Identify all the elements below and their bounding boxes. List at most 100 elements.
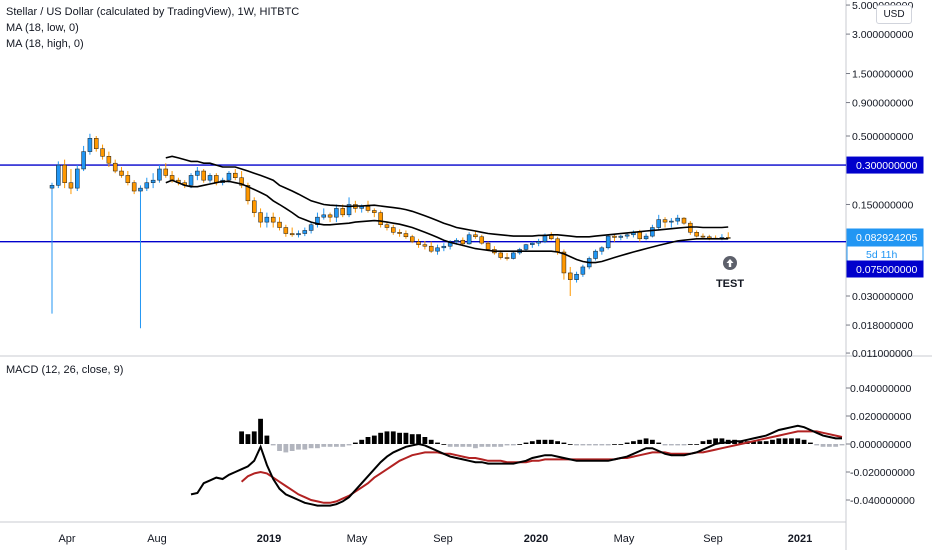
candle-body [289,233,295,236]
macd-histogram-bar [839,444,845,446]
candle-body [479,236,485,244]
macd-legend: MACD (12, 26, close, 9) [6,364,124,376]
macd-histogram-bar [365,437,371,444]
candle-body [707,236,712,239]
macd-tick-label: -0.040000000 [850,495,915,507]
macd-histogram-bar [498,444,504,447]
macd-histogram-bar [428,439,434,444]
macd-histogram-bar [561,442,567,444]
candle-body [68,182,74,189]
candle-body [599,247,605,252]
macd-histogram-bar [466,444,472,447]
candle-body [681,217,687,224]
macd-histogram-bar [289,444,295,451]
macd-tick-label: -0.020000000 [850,467,915,479]
macd-histogram-bar [757,441,763,444]
macd-histogram-bar [763,441,769,444]
price-tick-label: 1.500000000 [852,69,913,81]
macd-histogram-bar [258,418,263,444]
candle-body [391,227,396,233]
candle-body [277,221,282,228]
macd-histogram-bar [782,438,788,444]
macd-histogram-bar [751,441,756,444]
macd-histogram-bar [826,444,832,447]
candle-body [264,216,270,223]
macd-histogram-bar [675,444,681,446]
macd-histogram-bar [770,439,775,444]
macd-histogram-bar [555,441,560,444]
macd-histogram-bar [776,438,782,444]
candle-body [397,232,402,234]
macd-histogram-bar [283,444,289,453]
candle-body [119,170,124,176]
candle-body [251,200,257,213]
macd-histogram-bar [239,431,244,444]
candle-body [100,148,105,157]
candle-body [112,162,118,172]
macd-histogram-bar [296,444,301,450]
candle-body [150,179,156,183]
macd-histogram-bar [814,444,820,446]
candle-body [308,224,314,231]
candle-body [530,242,535,245]
macd-histogram-bar [416,434,421,444]
time-axis-label: 2021 [788,533,812,545]
macd-histogram-bar [302,444,308,450]
macd-histogram-bar [586,444,592,446]
candle-body [454,239,459,242]
candle-body [163,168,169,176]
macd-histogram-bar [650,439,655,444]
macd-histogram-bar [492,444,497,447]
candle-body [574,273,579,280]
macd-histogram-bar [251,431,257,444]
candle-body [195,170,200,176]
price-tick-label: 3.000000000 [852,29,913,41]
macd-histogram-bar [605,444,611,446]
ma-high-line [165,155,729,238]
macd-signal-line [240,430,843,504]
candle-body [700,235,706,238]
candle-body [239,177,244,186]
macd-histogram-bar [308,444,314,449]
currency-badge[interactable]: USD [876,5,912,24]
candle-body [662,219,668,223]
time-axis-label: May [614,533,635,545]
macd-histogram-bar [245,434,251,444]
candle-body [428,245,434,252]
candle-body [441,245,447,249]
macd-histogram-bar [618,444,624,445]
macd-histogram-bar [321,444,327,447]
candle-body [157,168,162,181]
candle-body [605,235,611,249]
candle-body [473,234,478,238]
macd-histogram-bar [694,444,700,445]
candle-body [302,230,308,234]
macd-tick-label: 0.040000000 [850,383,911,395]
macd-histogram-bar [397,432,402,444]
candle-body [125,175,131,183]
candle-body [618,235,624,238]
candle-body [561,251,567,274]
candle-body [327,214,333,218]
price-tick-label: 0.500000000 [852,131,913,143]
macd-histogram-bar [384,431,390,444]
candle-body [637,232,643,240]
macd-histogram-bar [706,439,712,444]
candle-body [144,182,150,189]
candle-body [580,266,586,275]
macd-histogram-bar [833,444,839,447]
candle-body [372,210,377,213]
candle-body [694,232,699,237]
time-axis-label: May [347,533,368,545]
macd-histogram-bar [517,444,523,445]
candle-body [498,252,503,258]
price-tick-label: 0.011000000 [852,348,913,360]
macd-histogram-bar [523,442,529,444]
macd-histogram-bar [599,444,605,446]
chart-title: Stellar / US Dollar (calculated by Tradi… [6,6,300,18]
candle-body [296,233,301,236]
candle-body [56,164,61,186]
macd-histogram-bar [687,444,693,445]
macd-histogram-bar [473,444,478,449]
